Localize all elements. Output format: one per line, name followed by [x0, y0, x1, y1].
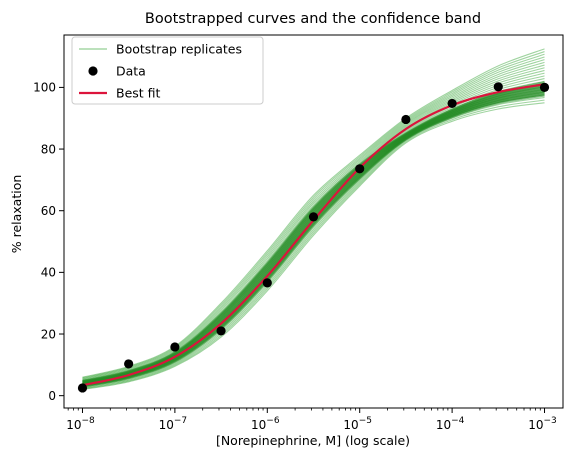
bootstrap-replicate-curve: [82, 59, 545, 381]
y-axis-label: % relaxation: [9, 175, 24, 254]
bootstrap-replicate-curve: [82, 99, 545, 390]
data-point: [262, 278, 272, 288]
x-axis-label: [Norepinephrine, M] (log scale): [216, 433, 410, 448]
legend-swatch: [88, 66, 98, 76]
x-tick-label: 10−6: [251, 416, 280, 432]
bootstrap-replicate-curve: [82, 56, 545, 380]
legend-box: [71, 36, 264, 105]
data-point: [539, 82, 550, 92]
y-tick-label: 0: [48, 389, 56, 403]
y-tick-label: 20: [41, 327, 56, 341]
legend-label: Data: [116, 64, 146, 79]
data-point: [216, 326, 226, 336]
y-tick-label: 60: [41, 204, 56, 218]
data-point: [401, 114, 411, 125]
chart-title: Bootstrapped curves and the confidence b…: [145, 11, 481, 27]
x-tick-label: 10−3: [528, 416, 557, 432]
bootstrap-replicate-curve: [82, 96, 545, 389]
bootstrap-replicate-curve: [82, 102, 545, 391]
x-tick-label: 10−7: [159, 416, 188, 432]
data-point: [77, 383, 88, 393]
data-point: [447, 98, 457, 109]
y-tick-label: 100: [33, 81, 56, 95]
x-tick-label: 10−5: [343, 416, 372, 432]
data-point: [170, 342, 180, 352]
legend-label: Bootstrap replicates: [116, 42, 242, 57]
plot-frame: [63, 34, 564, 409]
x-tick-label: 10−8: [66, 416, 95, 432]
data-point: [355, 164, 365, 174]
x-tick-label: 10−4: [436, 416, 465, 432]
y-tick-label: 40: [41, 266, 56, 280]
legend: Bootstrap replicates Data Best fit: [71, 36, 264, 105]
data-point: [493, 82, 503, 92]
bootstrap-replicate-curve: [82, 81, 545, 383]
bootstrap-replicate-curve: [82, 48, 545, 378]
bootstrap-replicate-curve: [82, 53, 545, 379]
data-point: [124, 359, 134, 369]
legend-label: Best fit: [116, 86, 161, 101]
y-tick-label: 80: [41, 142, 56, 156]
bootstrap-replicate-curve: [82, 51, 545, 379]
data-point: [308, 212, 319, 222]
